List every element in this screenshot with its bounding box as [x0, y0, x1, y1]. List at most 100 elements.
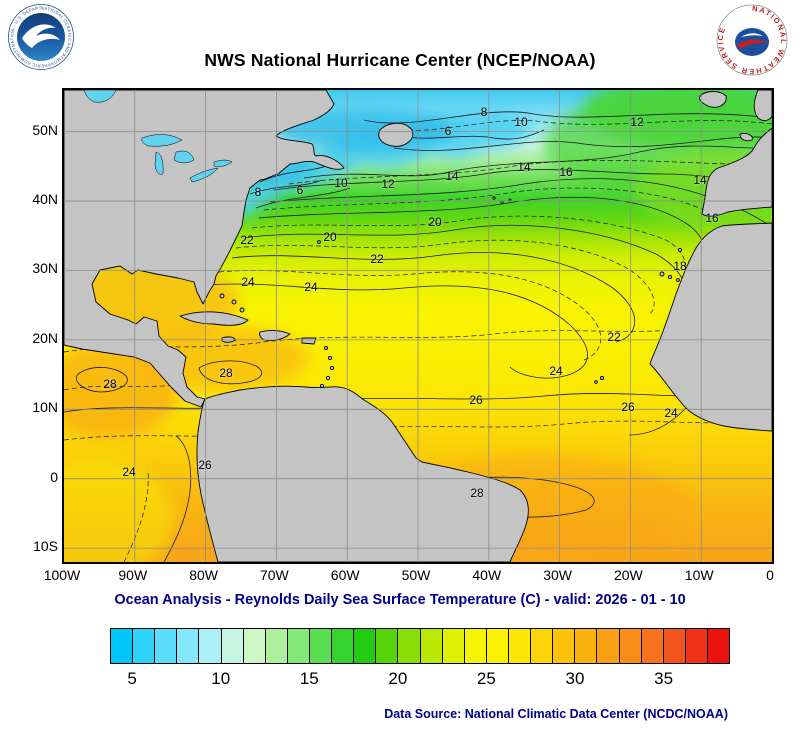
bermuda-island: [317, 240, 321, 244]
island: [219, 293, 225, 299]
lon-tick-label: 70W: [259, 567, 289, 583]
colorbar-cell: [420, 629, 443, 663]
island: [239, 307, 245, 313]
colorbar-cell: [376, 629, 399, 663]
isotherm-dashed: [218, 270, 602, 361]
lon-tick-label: 20W: [613, 567, 643, 583]
colorbar-cell: [287, 629, 310, 663]
canary-island: [659, 271, 665, 277]
africa-land: [649, 222, 772, 432]
noaa-logo: NATIONAL OCEANIC AND ATMOSPHERIC ADMINIS…: [6, 0, 74, 75]
isotherm: [249, 179, 323, 195]
grid-lines: [64, 90, 772, 562]
isotherm: [255, 187, 351, 209]
colorbar-tick-label: 15: [299, 669, 319, 688]
colorbar-cell: [332, 629, 355, 663]
england-land: [753, 90, 772, 122]
colorbar-cell: [177, 629, 200, 663]
isotherm: [243, 224, 686, 303]
colorbar-tick-label: 30: [565, 669, 585, 688]
data-source-credit: Data Source: National Climatic Data Cent…: [384, 707, 728, 721]
nws-logo: NATIONAL WEATHER SERVICE: [716, 4, 788, 81]
colorbar-cell: [685, 629, 708, 663]
island: [325, 375, 331, 381]
colorbar-cell: [221, 629, 244, 663]
lon-tick-label: 90W: [118, 567, 148, 583]
cool-yellow-patch: [64, 460, 174, 562]
isotherm-dashed: [251, 215, 686, 275]
lake-erie: [189, 167, 219, 183]
colorbar-cell: [508, 629, 532, 663]
isotherm: [76, 367, 128, 393]
isotherm-dashed: [123, 469, 149, 562]
lon-tick-label: 0: [766, 567, 774, 583]
colorbar-tick-label: 25: [476, 669, 496, 688]
isotherm-dashed: [383, 119, 772, 131]
isotherm: [259, 165, 327, 183]
colorbar-cell: [619, 629, 642, 663]
colorbar-cell: [575, 629, 598, 663]
lat-tick-label: 10N: [32, 399, 58, 416]
nws-bird-icon: [741, 33, 763, 37]
colorbar-cell: [398, 629, 421, 663]
canary-island: [676, 278, 680, 282]
madeira-island: [678, 248, 682, 252]
colorbar-cell: [243, 629, 266, 663]
iberia-france-land: [701, 127, 772, 217]
lon-tick-label: 60W: [330, 567, 360, 583]
lat-tick-label: 10S: [33, 538, 58, 555]
isotherm: [393, 129, 545, 140]
isotherm: [303, 145, 772, 179]
south-america-land: [196, 385, 529, 562]
lon-tick-label: 40W: [472, 567, 502, 583]
noaa-seagull-icon: [22, 24, 60, 48]
brittany-land: [739, 133, 753, 142]
colorbar-cell: [597, 629, 620, 663]
colorbar-cell: [464, 629, 487, 663]
colorbar-ticks: 5 10 15 20 25 30 35: [0, 669, 800, 691]
colorbar-tick-label: 5: [127, 669, 137, 688]
island: [323, 345, 329, 351]
colorbar-cell: [309, 629, 333, 663]
isotherm: [363, 111, 772, 124]
island: [327, 355, 333, 361]
colorbar-cell: [155, 629, 178, 663]
puerto-rico-island: [301, 337, 317, 345]
isotherm: [231, 252, 636, 343]
map-frame: 8 10 12 6 14 16 14 8 6 10 12 14 20 16 20 22 22 18 24 24 22 24…: [62, 88, 774, 564]
colorbar-cell: [111, 629, 134, 663]
isotherm: [258, 196, 705, 269]
lat-tick-label: 20N: [32, 329, 58, 346]
azores-island: [492, 196, 496, 200]
isotherm-dashed: [288, 160, 730, 185]
lat-tick-label: 40N: [32, 191, 58, 208]
page-title: NWS National Hurricane Center (NCEP/NOAA…: [204, 50, 596, 70]
lon-tick-label: 80W: [189, 567, 218, 583]
hudson-bay: [83, 90, 117, 103]
colorbar-tick-label: 20: [388, 669, 408, 688]
colorbar-cell: [531, 629, 554, 663]
isotherm-dashed: [235, 239, 655, 315]
colorbar-cell: [486, 629, 509, 663]
isotherm-dashed: [64, 419, 772, 441]
lake-michigan: [154, 151, 164, 175]
lake-superior: [141, 134, 183, 147]
isotherm: [198, 360, 262, 385]
lat-tick-label: 0: [50, 468, 58, 485]
colorbar-cell: [199, 629, 222, 663]
island: [319, 383, 325, 389]
isotherm: [163, 435, 192, 562]
colorbar-cell: [265, 629, 288, 663]
lake-ontario: [213, 159, 233, 167]
colorbar-tick-label: 35: [654, 669, 674, 688]
colorbar-cell: [133, 629, 156, 663]
isotherm-dashed: [263, 187, 705, 211]
sst-map-canvas: [64, 90, 772, 562]
island: [231, 299, 237, 305]
colorbar-cell: [354, 629, 377, 663]
lakes: [83, 90, 233, 183]
lake-huron: [173, 150, 195, 164]
lon-tick-label: 100W: [43, 567, 81, 583]
island: [329, 365, 335, 371]
